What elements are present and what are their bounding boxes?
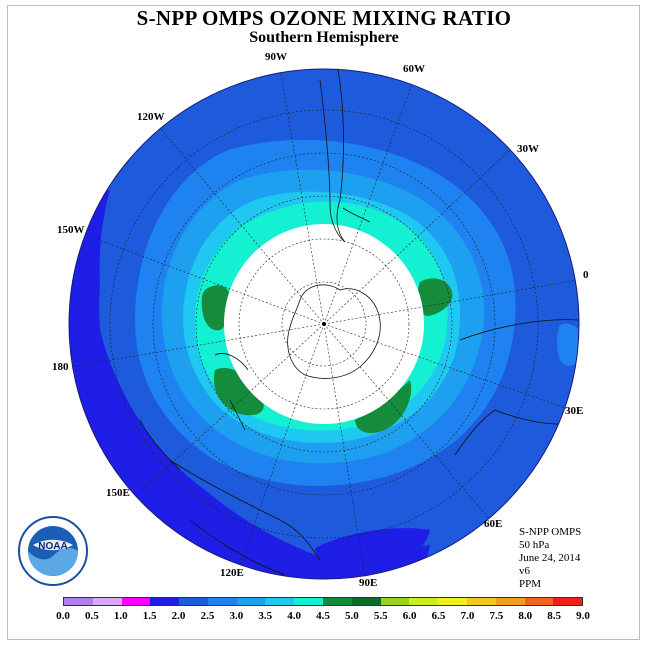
figure-frame xyxy=(7,5,640,640)
colorbar-tick-label: 2.5 xyxy=(200,610,215,622)
info-version: v6 xyxy=(519,565,530,577)
svg-text:NOAA: NOAA xyxy=(38,541,67,552)
colorbar-swatch xyxy=(380,598,410,605)
colorbar-tick-label: 6.0 xyxy=(402,610,417,622)
colorbar-swatch xyxy=(351,598,381,605)
south-america-coast xyxy=(319,69,346,243)
field-4.5-5.0-east xyxy=(417,278,453,316)
colorbar-swatch xyxy=(495,598,525,605)
lon-label-150w: 150W xyxy=(57,224,85,236)
figure-subtitle: Southern Hemisphere xyxy=(249,29,399,46)
ozone-field xyxy=(69,69,579,579)
colorbar-tick-label: 9.0 xyxy=(576,610,590,622)
colorbar-swatch xyxy=(265,598,295,605)
colorbar-swatch xyxy=(150,598,180,605)
noaa-logo: NOAA xyxy=(18,516,88,586)
info-date: June 24, 2014 xyxy=(519,552,581,564)
colorbar-swatch xyxy=(179,598,208,605)
info-units: PPM xyxy=(519,578,542,590)
colorbar-swatch xyxy=(92,598,122,605)
colorbar xyxy=(63,597,583,606)
antarctic-margin-coast xyxy=(169,459,321,561)
antarctic-peninsula xyxy=(342,207,371,223)
colorbar-swatch xyxy=(466,598,496,605)
colorbar-tick-label: 6.5 xyxy=(431,610,446,622)
new-zealand-coast xyxy=(214,353,249,371)
island-arc-coast xyxy=(139,419,181,471)
south-pole-marker xyxy=(322,322,326,326)
colorbar-tick-label: 5.0 xyxy=(345,610,359,622)
colorbar-tick-label: 5.5 xyxy=(373,610,388,622)
colorbar-tick-label: 4.5 xyxy=(316,610,330,622)
lon-label-90w: 90W xyxy=(265,51,287,63)
lon-label-60e: 60E xyxy=(484,518,502,530)
field-4.5-5.0-southwest xyxy=(213,368,264,416)
southern-coast xyxy=(189,519,286,576)
info-level: 50 hPa xyxy=(519,539,550,551)
colorbar-swatch xyxy=(438,598,467,605)
colorbar-tick-label: 1.5 xyxy=(142,610,157,622)
colorbar-tick-label: 0.5 xyxy=(85,610,99,622)
colorbar-swatch xyxy=(409,598,439,605)
colorbar-tick-label: 3.0 xyxy=(229,610,244,622)
colorbar-swatch xyxy=(207,598,237,605)
lon-label-120e: 120E xyxy=(220,567,244,579)
colorbar-tick-label: 7.0 xyxy=(460,610,475,622)
info-instrument: S-NPP OMPS xyxy=(519,526,582,538)
colorbar-swatch xyxy=(524,598,554,605)
lon-label-30w: 30W xyxy=(517,143,539,155)
colorbar-swatch xyxy=(323,598,352,605)
lon-label-60w: 60W xyxy=(403,63,425,75)
field-1.5-2.0 xyxy=(69,190,430,579)
colorbar-tick-label: 1.0 xyxy=(113,610,128,622)
colorbar-tick-label: 8.5 xyxy=(547,610,561,622)
colorbar-swatch xyxy=(294,598,324,605)
colorbar-swatch xyxy=(64,598,93,605)
colorbar-swatch xyxy=(553,598,583,605)
antarctica-coast xyxy=(287,284,381,379)
lon-label-120w: 120W xyxy=(137,111,165,123)
colorbar-swatch xyxy=(236,598,266,605)
lon-label-180: 180 xyxy=(52,361,69,373)
field-4.5-5.0-west xyxy=(201,285,231,331)
colorbar-tick-label: 2.0 xyxy=(171,610,186,622)
coastlines xyxy=(139,69,579,576)
lon-label-150e: 150E xyxy=(106,487,130,499)
colorbar-tick-label: 0.0 xyxy=(56,610,70,622)
figure-title: S-NPP OMPS OZONE MIXING RATIO xyxy=(136,6,512,30)
lon-label-30e: 30E xyxy=(565,405,583,417)
lon-label-0: 0 xyxy=(583,269,589,281)
map-border xyxy=(68,68,580,580)
lon-label-90e: 90E xyxy=(359,577,377,589)
colorbar-tick-label: 3.5 xyxy=(258,610,273,622)
tasmania-coast xyxy=(229,399,246,431)
graticule xyxy=(69,69,579,579)
colorbar-tick-label: 8.0 xyxy=(518,610,533,622)
colorbar-tick-label: 4.0 xyxy=(287,610,301,622)
field-4.5-5.0-southeast xyxy=(355,380,412,433)
colorbar-swatch xyxy=(121,598,151,605)
colorbar-tick-label: 7.5 xyxy=(489,610,504,622)
